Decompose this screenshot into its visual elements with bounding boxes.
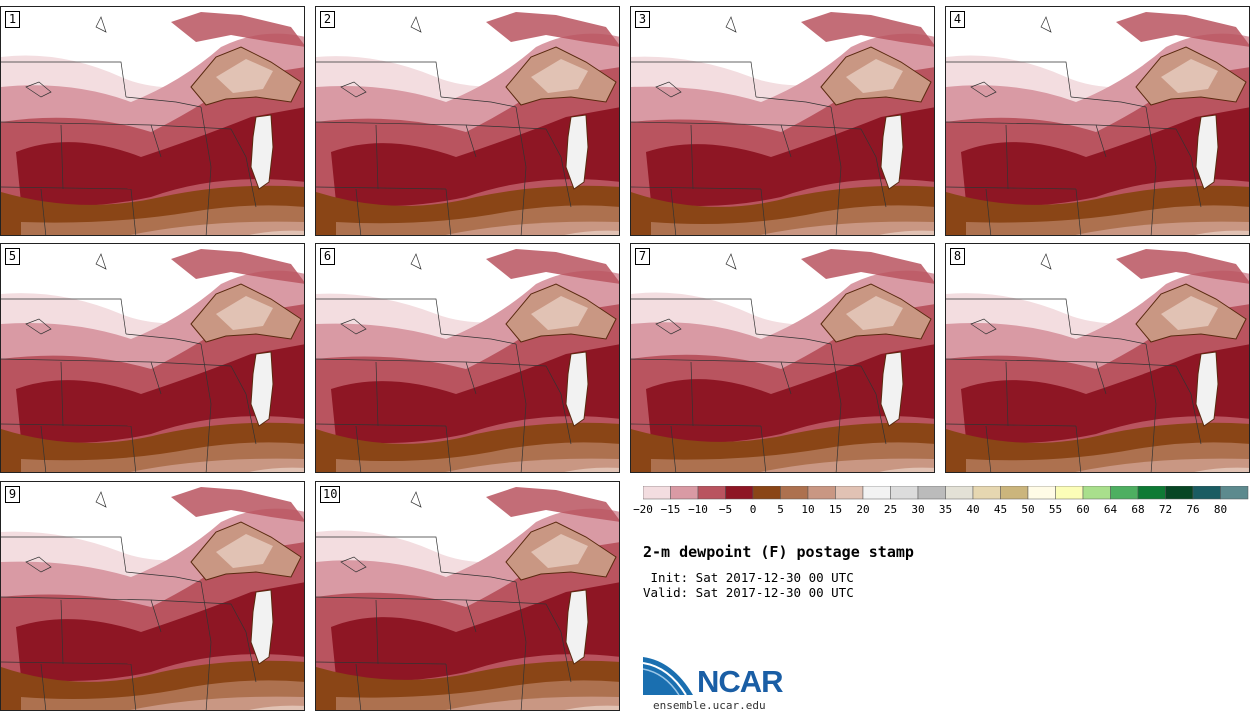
ncar-logo-icon — [643, 657, 693, 696]
colorbar-segment — [643, 486, 671, 500]
dewpoint-map — [316, 482, 619, 710]
dewpoint-map — [631, 244, 934, 472]
colorbar-segment — [1000, 486, 1029, 500]
colorbar-tick-label: 35 — [938, 503, 953, 516]
ensemble-member-panel: 8 — [945, 243, 1250, 473]
colorbar-segment — [1165, 486, 1194, 500]
colorbar-tick-label: 40 — [966, 503, 980, 516]
colorbar-segment — [697, 486, 726, 500]
ensemble-member-panel: 7 — [630, 243, 935, 473]
colorbar-segment — [1110, 486, 1139, 500]
colorbar-tick-label: 60 — [1076, 503, 1090, 516]
colorbar-tick-label: 0 — [749, 503, 757, 516]
colorbar-segment — [945, 486, 974, 500]
colorbar-tick-label: 25 — [883, 503, 898, 516]
colorbar-segment — [1220, 486, 1249, 500]
colorbar-tick-label: 50 — [1021, 503, 1035, 516]
colorbar-segment — [972, 486, 1001, 500]
dewpoint-map — [631, 7, 934, 235]
colorbar-segment — [1192, 486, 1221, 500]
valid-time: Valid: Sat 2017-12-30 00 UTC — [643, 585, 854, 600]
colorbar-tick-label: 15 — [828, 503, 843, 516]
logo-url: ensemble.ucar.edu — [653, 699, 766, 712]
colorbar-segment — [1055, 486, 1084, 500]
colorbar-segment — [807, 486, 836, 500]
colorbar-tick-label: −15 — [660, 503, 681, 516]
dewpoint-map — [946, 244, 1249, 472]
colorbar-segment — [1027, 486, 1056, 500]
member-number: 5 — [5, 248, 20, 265]
colorbar-segment — [1082, 486, 1111, 500]
colorbar-tick-label: 55 — [1048, 503, 1063, 516]
dewpoint-map — [1, 7, 304, 235]
colorbar-segment — [917, 486, 946, 500]
member-number: 8 — [950, 248, 965, 265]
ensemble-member-panel: 10 — [315, 481, 620, 711]
colorbar-segment — [835, 486, 864, 500]
colorbar-tick-label: 76 — [1186, 503, 1200, 516]
ensemble-member-panel: 6 — [315, 243, 620, 473]
ncar-logo-text: NCAR — [697, 664, 784, 699]
colorbar-segment — [890, 486, 919, 500]
colorbar-segment — [780, 486, 809, 500]
chart-title: 2-m dewpoint (F) postage stamp — [643, 543, 914, 561]
ensemble-member-panel: 4 — [945, 6, 1250, 236]
member-number: 2 — [320, 11, 335, 28]
dewpoint-map — [316, 244, 619, 472]
colorbar-tick-label: 80 — [1213, 503, 1228, 516]
colorbar-tick-label: 30 — [911, 503, 925, 516]
member-number: 10 — [320, 486, 341, 503]
ensemble-member-panel: 5 — [0, 243, 305, 473]
colorbar-tick-label: −10 — [688, 503, 708, 516]
colorbar-segment — [1137, 486, 1166, 500]
colorbar-segment — [862, 486, 891, 500]
dewpoint-map — [316, 7, 619, 235]
dewpoint-map — [946, 7, 1249, 235]
colorbar-tick-label: 45 — [993, 503, 1008, 516]
member-number: 3 — [635, 11, 650, 28]
member-number: 9 — [5, 486, 20, 503]
dewpoint-map — [1, 244, 304, 472]
colorbar-tick-label: 5 — [777, 503, 784, 516]
colorbar-tick-label: 72 — [1158, 503, 1173, 516]
ensemble-member-panel: 1 — [0, 6, 305, 236]
colorbar-segment — [752, 486, 781, 500]
colorbar-segment — [670, 486, 699, 500]
dewpoint-colorbar — [643, 486, 1249, 500]
colorbar-tick-label: 68 — [1131, 503, 1145, 516]
member-number: 1 — [5, 11, 20, 28]
member-number: 4 — [950, 11, 965, 28]
ensemble-member-panel: 3 — [630, 6, 935, 236]
ensemble-member-panel: 2 — [315, 6, 620, 236]
member-number: 7 — [635, 248, 650, 265]
colorbar-tick-label: 10 — [801, 503, 815, 516]
member-number: 6 — [320, 248, 335, 265]
colorbar-tick-label: −5 — [718, 503, 733, 516]
colorbar-tick-label: −20 — [633, 503, 653, 516]
colorbar-segment — [725, 486, 754, 500]
dewpoint-map — [1, 482, 304, 710]
colorbar-tick-label: 20 — [856, 503, 870, 516]
ensemble-member-panel: 9 — [0, 481, 305, 711]
init-time: Init: Sat 2017-12-30 00 UTC — [643, 570, 854, 585]
colorbar-tick-label: 64 — [1103, 503, 1118, 516]
